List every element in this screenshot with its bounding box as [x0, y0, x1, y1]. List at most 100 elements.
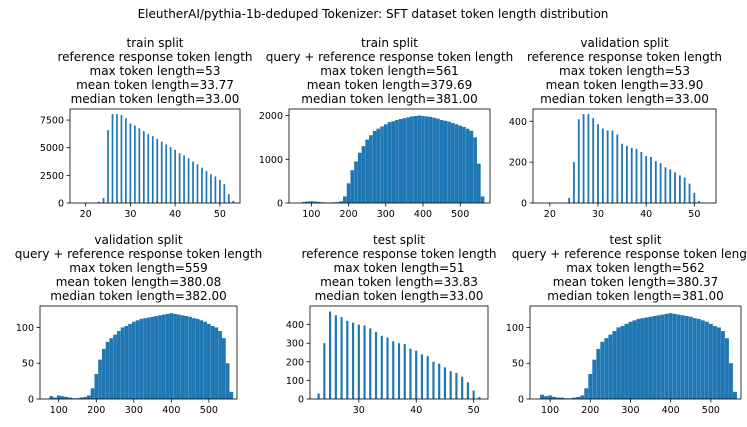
x-tick-label: 30 [592, 209, 604, 220]
x-tick-label: 50 [688, 209, 700, 220]
histogram-bar [386, 337, 389, 399]
histogram-bar [361, 146, 366, 203]
subplot-title-line: mean token length=33.77 [76, 78, 234, 92]
histogram-bar [630, 147, 633, 203]
histogram-bar [139, 318, 144, 399]
histogram-bar [436, 118, 440, 203]
histogram-bar [229, 391, 234, 399]
histogram-bar [346, 183, 351, 203]
axes-frame [309, 305, 489, 400]
y-tick-label: 100 [286, 376, 304, 387]
histogram-bar [214, 176, 217, 203]
axes-frame [69, 108, 241, 204]
histogram-bar [573, 162, 575, 203]
histogram-bar [659, 163, 662, 203]
histogram-bar [447, 121, 451, 203]
subplot-title-line: test split [373, 233, 425, 247]
subplot-title-line: max token length=562 [566, 261, 705, 275]
histogram-bar [621, 143, 624, 203]
histogram-bar [227, 194, 230, 203]
histogram-bar [417, 115, 422, 203]
histogram-bar [53, 397, 57, 399]
y-tick-label: 0 [521, 199, 527, 210]
histogram-bar [704, 321, 709, 399]
histogram-bar [693, 192, 696, 203]
histogram-bar [305, 201, 310, 203]
subplot-title-line: query + reference response token length [512, 247, 747, 261]
histogram-bar [450, 122, 455, 203]
histogram-bar [334, 315, 337, 399]
subplot-title-line: reference response token length [301, 247, 496, 261]
histogram-bar [156, 138, 159, 203]
histogram-bar [724, 338, 729, 399]
subplot-title-line: max token length=559 [69, 261, 208, 275]
histogram-bar [640, 151, 643, 203]
histogram-bar [644, 317, 649, 399]
histogram-bar [688, 183, 691, 203]
histogram-bar [443, 120, 448, 203]
histogram-bar [606, 130, 609, 203]
histogram-bar [398, 119, 403, 203]
subplot-title-line: query + reference response token length [266, 50, 513, 64]
histogram-bar [207, 323, 211, 399]
histogram-bar [107, 130, 109, 203]
histogram-bar [138, 128, 141, 203]
y-tick-label: 0 [518, 395, 524, 406]
histogram-bar [584, 388, 589, 399]
histogram-bar [708, 323, 713, 399]
histogram-bar [720, 331, 725, 399]
histogram-bar [678, 175, 681, 203]
axes-frame [529, 305, 742, 400]
histogram-bar [616, 134, 619, 203]
histogram-bar [154, 316, 159, 399]
histogram-bar [323, 343, 326, 399]
histogram-bar [684, 316, 689, 399]
histogram-bar [669, 169, 672, 203]
x-tick-label: 500 [702, 405, 720, 416]
x-tick-label: 200 [87, 405, 105, 416]
x-tick-label: 400 [662, 405, 680, 416]
histogram-bar [343, 196, 347, 203]
histogram-bar [369, 328, 372, 399]
histogram-bar [660, 314, 665, 399]
histogram-bar [147, 133, 150, 203]
subplot-title-line: max token length=53 [559, 64, 690, 78]
histogram-bar [469, 130, 474, 203]
y-tick-label: 50 [512, 359, 524, 370]
y-tick-label: 100 [16, 323, 34, 334]
histogram-bar [225, 363, 230, 399]
histogram-bar [473, 137, 477, 203]
histogram-bar [632, 320, 637, 399]
histogram-bar [387, 122, 392, 203]
histogram-bar [439, 119, 444, 203]
histogram-bar [696, 318, 701, 399]
histogram-bar [406, 117, 410, 203]
y-tick-label: 200 [509, 158, 527, 169]
histogram-bar [340, 317, 343, 399]
histogram-bar [196, 164, 199, 203]
histogram-bar [443, 367, 447, 399]
histogram-bar [380, 126, 384, 203]
histogram-bar [317, 393, 320, 399]
histogram-bar [640, 318, 645, 399]
histogram-bar [612, 331, 617, 399]
subplot-title-line: mean token length=379.69 [307, 78, 473, 92]
histogram-bar [650, 157, 652, 203]
histogram-bar [568, 197, 571, 203]
histogram-bar [98, 359, 102, 399]
histogram-bar [461, 376, 464, 399]
histogram-bar [188, 316, 192, 399]
histogram-bar [86, 395, 91, 399]
x-tick-label: 40 [640, 209, 652, 220]
histogram-bar [223, 184, 226, 203]
histogram-bar [556, 397, 561, 399]
histogram-bar [105, 341, 110, 399]
histogram-bar [465, 128, 470, 203]
histogram-bar [372, 130, 377, 203]
histogram-bar [635, 148, 638, 203]
histogram-bar [128, 323, 132, 399]
histogram-bar [664, 167, 667, 203]
histogram-bar [94, 373, 99, 399]
histogram-bar [664, 313, 669, 399]
